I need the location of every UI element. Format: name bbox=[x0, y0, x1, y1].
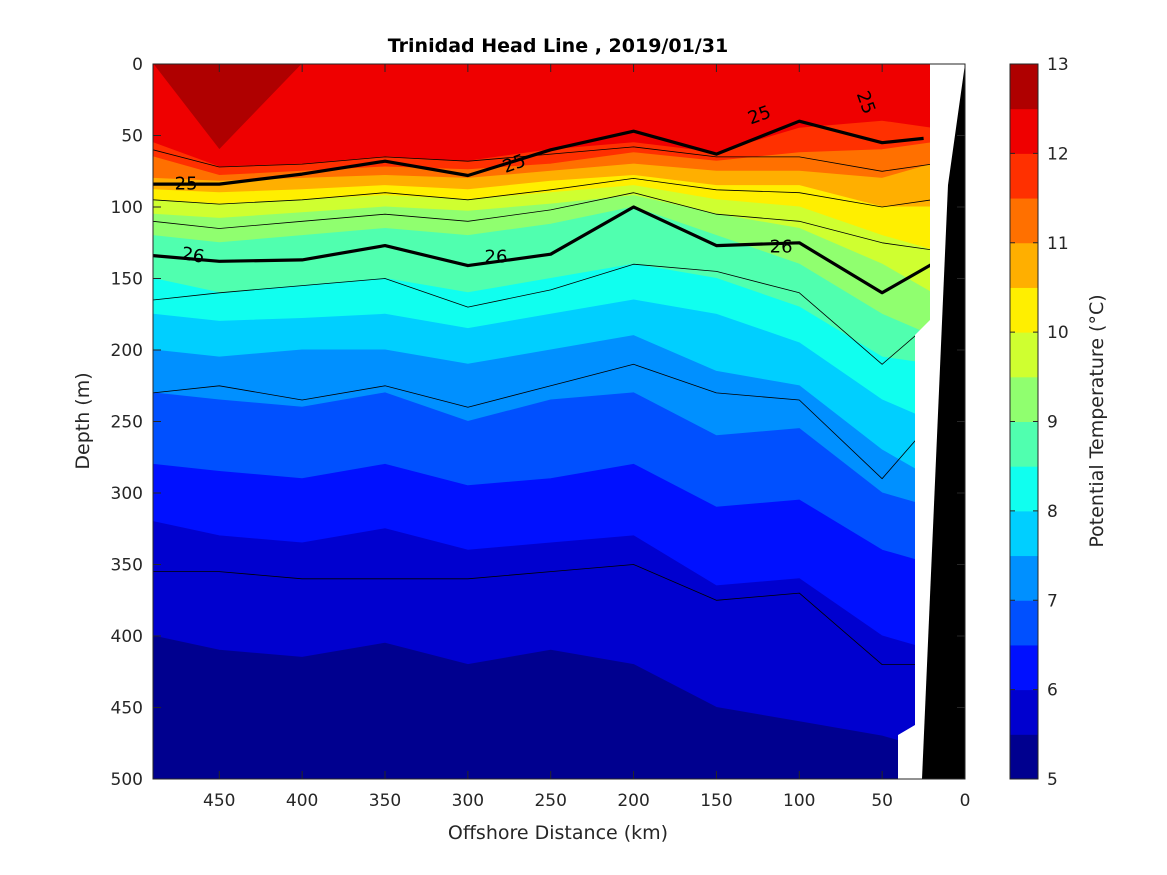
colorbar-band bbox=[1010, 242, 1038, 288]
colorbar-band bbox=[1010, 198, 1038, 244]
x-tick-label: 200 bbox=[617, 791, 649, 811]
density-contour-26 bbox=[153, 205, 933, 295]
x-tick-label: 450 bbox=[203, 791, 235, 811]
colorbar-tick-label: 7 bbox=[1047, 591, 1058, 611]
contour-label-text: 25 bbox=[175, 174, 198, 195]
colorbar-tick-label: 8 bbox=[1047, 502, 1058, 522]
x-axis-label: Offshore Distance (km) bbox=[448, 822, 668, 844]
y-tick-label: 400 bbox=[111, 627, 143, 647]
density-contour-thin bbox=[153, 363, 933, 480]
colorbar-band bbox=[1010, 108, 1038, 154]
contour-label: 26 bbox=[180, 243, 206, 268]
density-contour-thin bbox=[153, 146, 932, 172]
colorbar-label: Potential Temperature (°C) bbox=[1086, 294, 1108, 547]
x-tick-label: 150 bbox=[700, 791, 732, 811]
contour-label-text: 26 bbox=[770, 237, 793, 258]
temperature-band bbox=[153, 64, 965, 151]
contour-label: 26 bbox=[485, 247, 508, 268]
density-contour-thin bbox=[153, 564, 932, 665]
y-tick-label: 150 bbox=[111, 270, 143, 290]
colorbar-band bbox=[1010, 376, 1038, 422]
density-contour-thin bbox=[153, 263, 933, 365]
colorbar-band bbox=[1010, 734, 1038, 780]
x-tick-label: 350 bbox=[369, 791, 401, 811]
colorbar-tick-label: 12 bbox=[1047, 144, 1069, 164]
colorbar-tick-label: 10 bbox=[1047, 323, 1069, 343]
y-tick-label: 350 bbox=[111, 556, 143, 576]
contour-label-text: 26 bbox=[180, 243, 206, 268]
colorbar-tick-label: 9 bbox=[1047, 413, 1058, 433]
colorbar-ticks: 5 6 7 8 9 10 11 12 13 bbox=[1010, 55, 1069, 790]
density-contour-thin bbox=[153, 192, 932, 251]
y-tick-label: 200 bbox=[111, 341, 143, 361]
chart-title: Trinidad Head Line , 2019/01/31 bbox=[388, 35, 728, 57]
colorbar-band bbox=[1010, 421, 1038, 467]
contour-label: 25 bbox=[175, 174, 198, 195]
y-axis-label: Depth (m) bbox=[72, 372, 94, 469]
density-contour-25 bbox=[153, 119, 924, 186]
colorbar-band bbox=[1010, 287, 1038, 333]
colorbar-tick-label: 6 bbox=[1047, 681, 1058, 701]
contour-label-text: 26 bbox=[485, 247, 508, 268]
density-contour-thin bbox=[153, 178, 932, 208]
colorbar-tick-label: 11 bbox=[1047, 234, 1069, 254]
x-axis-ticks: 450 400 350 300 250 200 150 100 50 0 bbox=[203, 64, 970, 811]
colorbar-band bbox=[1010, 466, 1038, 512]
y-tick-label: 250 bbox=[111, 413, 143, 433]
colorbar-band bbox=[1010, 555, 1038, 601]
colorbar-band bbox=[1010, 153, 1038, 199]
colorbar-band bbox=[1010, 64, 1038, 110]
colorbar-band bbox=[1010, 600, 1038, 646]
x-tick-label: 100 bbox=[783, 791, 815, 811]
x-tick-label: 0 bbox=[960, 791, 971, 811]
density-contour-lines bbox=[153, 119, 933, 665]
y-tick-label: 500 bbox=[111, 770, 143, 790]
y-tick-label: 0 bbox=[132, 55, 143, 75]
colorbar: 5 6 7 8 9 10 11 12 13 Potential Temperature (°C) bbox=[1009, 55, 1108, 790]
colorbar-tick-label: 5 bbox=[1047, 770, 1058, 790]
y-axis-ticks: 0 50 100 150 200 250 300 350 400 450 500 bbox=[111, 55, 965, 790]
temperature-filled-contours bbox=[153, 64, 965, 779]
y-tick-label: 450 bbox=[111, 699, 143, 719]
colorbar-tick-label: 13 bbox=[1047, 55, 1069, 75]
colorbar-band bbox=[1010, 510, 1038, 557]
x-tick-label: 300 bbox=[452, 791, 484, 811]
colorbar-band bbox=[1010, 689, 1038, 735]
colorbar-bands bbox=[1010, 64, 1038, 780]
y-tick-label: 50 bbox=[121, 127, 143, 147]
y-tick-label: 300 bbox=[111, 484, 143, 504]
x-tick-label: 50 bbox=[871, 791, 893, 811]
colorbar-band bbox=[1010, 332, 1038, 378]
x-tick-label: 400 bbox=[286, 791, 318, 811]
contour-label: 26 bbox=[770, 237, 793, 258]
temperature-band bbox=[153, 635, 965, 779]
x-tick-label: 250 bbox=[534, 791, 566, 811]
seafloor-shelf bbox=[922, 64, 965, 779]
colorbar-band bbox=[1010, 644, 1038, 691]
y-tick-label: 100 bbox=[111, 198, 143, 218]
